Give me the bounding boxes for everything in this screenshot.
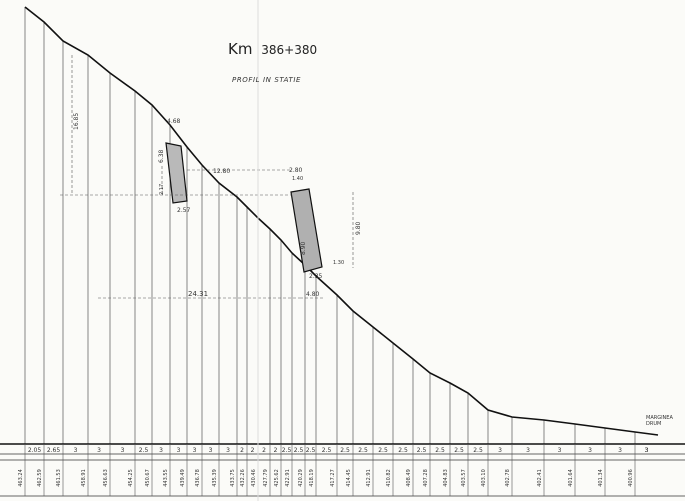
elevation-label: 425.62 [274, 469, 280, 487]
elevation-label: 461.53 [56, 469, 62, 487]
spacing-label: 2.5 [340, 447, 350, 454]
elevation-label: 420.29 [298, 469, 304, 487]
retaining-wall-upper [165, 142, 188, 204]
elevation-label: 458.91 [81, 469, 87, 487]
spacing-label: 2.5 [398, 447, 408, 454]
retaining-wall-lower [290, 188, 323, 273]
spacing-label: 3 [645, 447, 649, 454]
elevation-label: 443.55 [163, 469, 169, 487]
dim-wall2-right: 9.80 [355, 221, 362, 235]
elevation-label: 436.78 [195, 469, 201, 487]
spacing-label: 3 [645, 447, 649, 454]
dim-total: 24.31 [188, 290, 208, 298]
elevation-label: 456.63 [103, 469, 109, 487]
elevation-labels: 463.24 462.59 461.53 458.91 456.63 454.25 450.… [18, 469, 634, 487]
dim-wall2-top-b: 1.40 [292, 176, 303, 182]
elevation-label: 414.45 [346, 469, 352, 487]
dimension-lines [60, 55, 354, 299]
spacing-label: 3 [209, 447, 213, 454]
profile-title: Km 386+380 [228, 40, 317, 58]
elevation-label: 407.28 [423, 469, 429, 487]
margin-note-line-1: MARGINEA [646, 415, 673, 421]
ground-profile-line [24, 6, 659, 436]
profile-subtitle: PROFIL IN STATIE [232, 76, 302, 84]
elevation-label: 402.41 [537, 469, 543, 487]
spacing-label: 2.5 [435, 447, 445, 454]
spacing-label: 2.5 [454, 447, 464, 454]
spacing-label: 3 [618, 447, 622, 454]
station-verticals [24, 7, 636, 444]
spacing-label: 2.5 [417, 447, 427, 454]
spacing-label: 3 [177, 447, 181, 454]
spacing-label: 2 [274, 447, 278, 454]
dim-wall2-bottom: 4.80 [306, 291, 320, 298]
dim-gap: 12.80 [213, 168, 230, 175]
elevation-label: 404.83 [443, 469, 449, 487]
spacing-label: 2.5 [282, 447, 292, 454]
elevation-label: 435.39 [212, 469, 218, 487]
dim-wall2-base: 2.35 [309, 273, 323, 280]
km-label: Km [228, 40, 253, 58]
elevation-label: 417.27 [330, 469, 336, 487]
spacing-label: 2.5 [473, 447, 483, 454]
elevation-label: 402.78 [505, 469, 511, 487]
elevation-label: 412.91 [366, 469, 372, 487]
dim-wall2-step: 1.30 [333, 260, 344, 266]
spacing-label: 3 [97, 447, 101, 454]
elevation-label: 462.59 [37, 469, 43, 487]
elevation-label: 401.34 [598, 469, 604, 487]
spacing-label: 3 [526, 447, 530, 454]
elevation-label: 403.57 [461, 469, 467, 487]
elevation-label: 463.24 [18, 469, 24, 487]
dim-wall2-height: 8.90 [300, 241, 307, 255]
spacing-label: 2.5 [139, 447, 149, 454]
road-margin-note: MARGINEA DRUM [646, 415, 673, 427]
elevation-label: 408.49 [406, 469, 412, 487]
spacing-label: 3 [588, 447, 592, 454]
spacing-label: 3 [159, 447, 163, 454]
spacing-label: 2 [240, 447, 244, 454]
elevation-label: 418.19 [309, 469, 315, 487]
spacing-label: 2.65 [47, 447, 61, 454]
spacing-label: 3 [121, 447, 125, 454]
spacing-label: 2 [262, 447, 266, 454]
margin-note-line-2: DRUM [646, 421, 662, 427]
elevation-label: 430.46 [251, 469, 257, 487]
spacing-labels: 2.05 2.65 3 3 3 2.5 3 3 3 3 3 2 2 2 2 2.5 2.5 2.5 2.5 2.5 2.… [28, 447, 649, 454]
spacing-label: 2.5 [306, 447, 316, 454]
elevation-label: 400.96 [628, 469, 634, 487]
spacing-label: 2.5 [322, 447, 332, 454]
elevation-label: 403.10 [481, 469, 487, 487]
dim-wall1-base: 2.57 [177, 207, 191, 214]
elevation-label: 433.75 [230, 469, 236, 487]
spacing-label: 3 [498, 447, 502, 454]
dim-wall1-top: 4.68 [167, 118, 181, 125]
dim-wall2-top-a: 2.80 [289, 167, 303, 174]
elevation-label: 454.25 [128, 469, 134, 487]
elevation-label: 422.91 [285, 469, 291, 487]
spacing-label: 2 [251, 447, 255, 454]
station-ticks [24, 444, 636, 496]
km-value: 386+380 [261, 43, 318, 57]
spacing-label: 3 [558, 447, 562, 454]
spacing-label: 2.5 [378, 447, 388, 454]
spacing-label: 2.5 [294, 447, 304, 454]
dim-left-height: 16.85 [73, 113, 80, 130]
dim-wall1-height: 6.38 [158, 149, 165, 163]
elevation-label: 410.82 [386, 469, 392, 487]
dim-wall1-depth: 2.17 [159, 184, 165, 195]
elevation-label: 439.49 [180, 469, 186, 487]
spacing-label: 3 [226, 447, 230, 454]
spacing-label: 2.05 [28, 447, 42, 454]
spacing-label: 3 [74, 447, 78, 454]
elevation-label: 427.79 [263, 469, 269, 487]
spacing-label: 3 [193, 447, 197, 454]
elevation-label: 401.64 [568, 469, 574, 487]
elevation-label: 450.67 [145, 469, 151, 487]
elevation-label: 432.26 [240, 469, 246, 487]
spacing-label: 2.5 [358, 447, 368, 454]
